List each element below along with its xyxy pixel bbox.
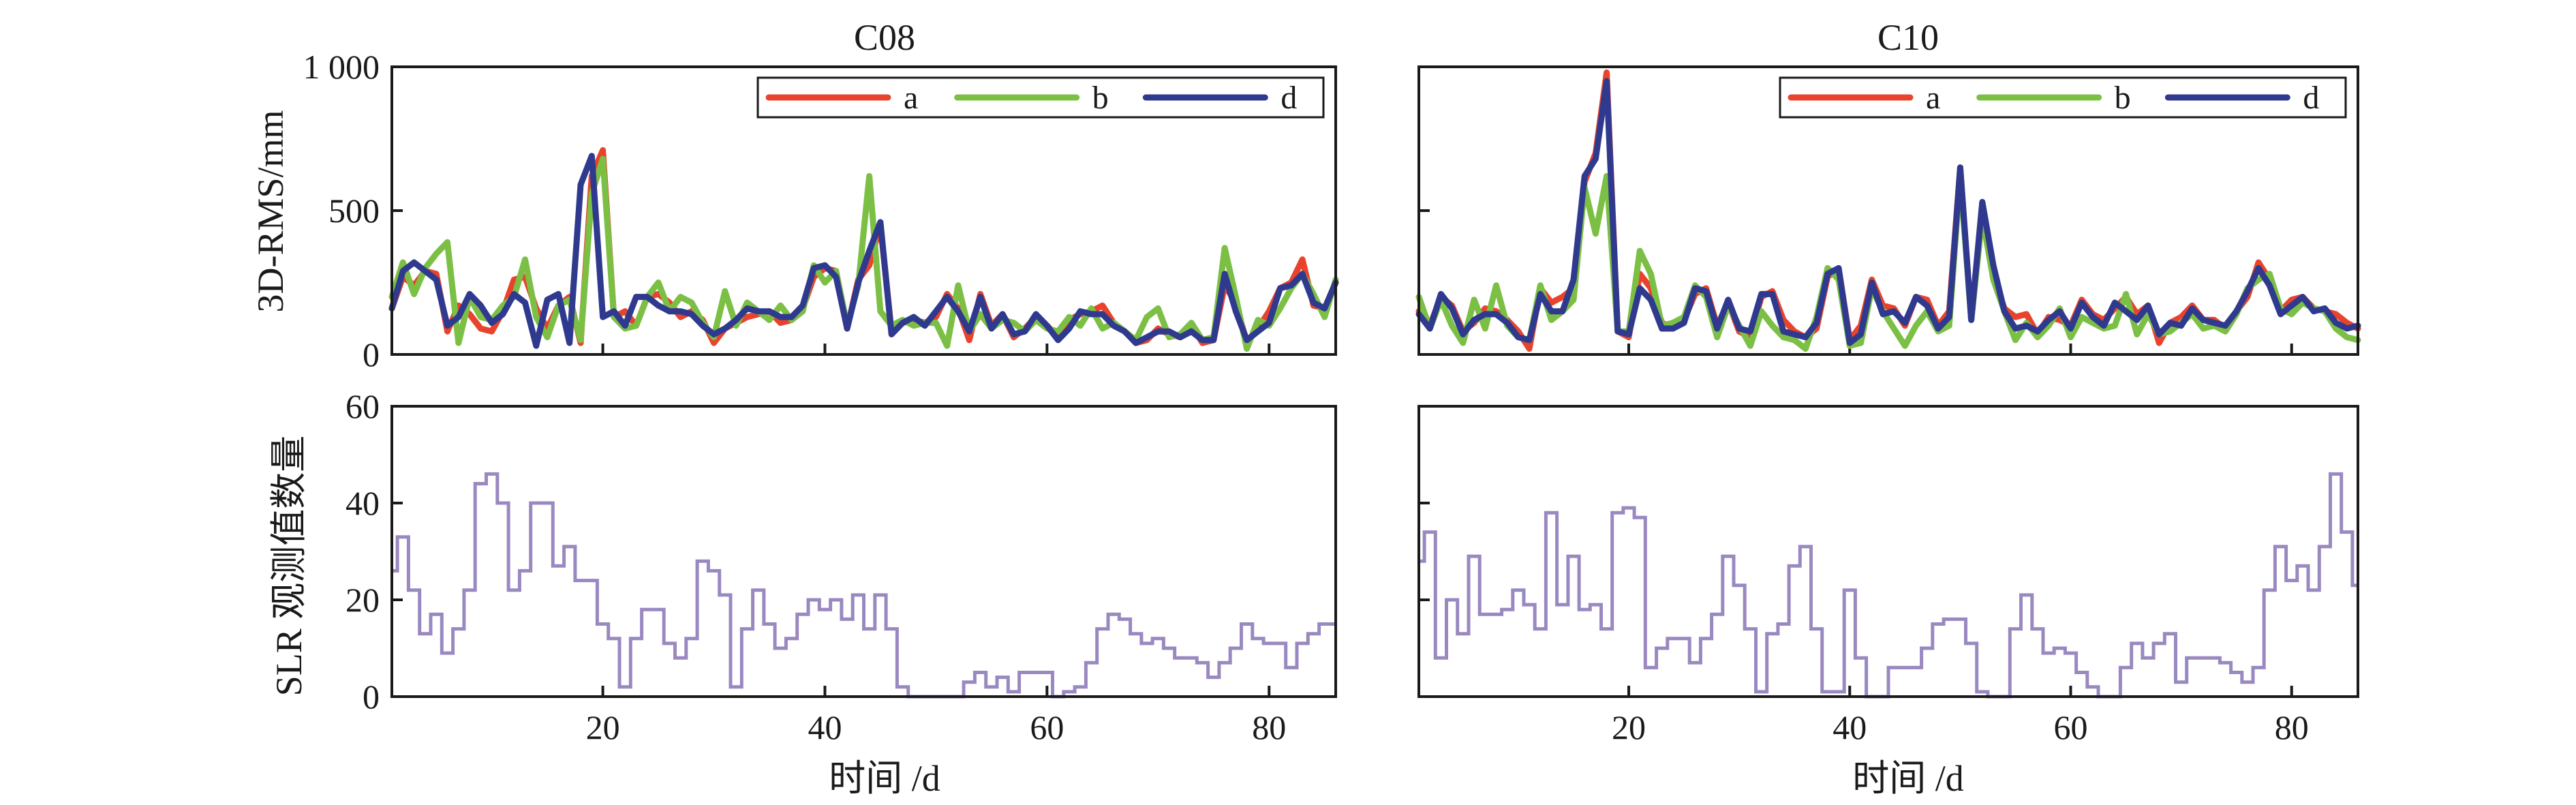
x-tick-label: 60 (2053, 708, 2087, 746)
plot-frame (390, 405, 1337, 698)
y-axis-label-rms: 3D-RMS/mm (250, 110, 291, 312)
slr-count-step-line (392, 472, 1336, 699)
y-tick-label: 60 (346, 387, 380, 425)
chart-panel-top-left: 0 500 1 000 a b d (303, 48, 1339, 374)
series-line-b (388, 155, 1339, 352)
x-tick-label: 40 (1833, 708, 1867, 746)
y-tick-label: 40 (346, 484, 380, 522)
plot-frame (1417, 405, 2359, 698)
chart-panel-bottom-right: 20 40 60 80 (1417, 405, 2359, 746)
y-tick-label: 500 (328, 192, 380, 230)
x-tick-label: 80 (2275, 708, 2309, 746)
y-tick-label: 0 (363, 335, 380, 374)
x-tick-label: 20 (1612, 708, 1646, 746)
legend-label-b: b (1092, 80, 1109, 116)
legend-label-d: d (1281, 80, 1297, 116)
slr-count-step-line (1419, 472, 2358, 699)
chart-panel-bottom-left: 0 20 40 60 20 40 60 80 (346, 387, 1337, 746)
panel-title-c08: C08 (854, 17, 915, 58)
series-line-d (1415, 78, 2361, 346)
x-tick-label: 60 (1030, 708, 1064, 746)
x-axis-label-left: 时间 /d (829, 758, 940, 799)
x-tick-label: 40 (808, 708, 842, 746)
y-tick-label: 0 (363, 678, 380, 716)
legend-label-d: d (2303, 80, 2319, 116)
series-line-d (388, 153, 1339, 349)
x-axis-label-right: 时间 /d (1852, 758, 1964, 799)
legend-label-b: b (2115, 80, 2131, 116)
x-tick-label: 20 (586, 708, 620, 746)
y-tick-label: 20 (346, 581, 380, 619)
plot-frame (390, 65, 1337, 356)
legend-label-a: a (904, 80, 918, 116)
legend-label-a: a (1926, 80, 1940, 116)
plot-frame (1417, 65, 2359, 356)
x-tick-label: 80 (1252, 708, 1286, 746)
y-axis-label-slr-count: SLR 观测值数量 (269, 436, 309, 697)
panel-title-c10: C10 (1877, 17, 1939, 58)
y-tick-label: 1 000 (303, 48, 380, 86)
